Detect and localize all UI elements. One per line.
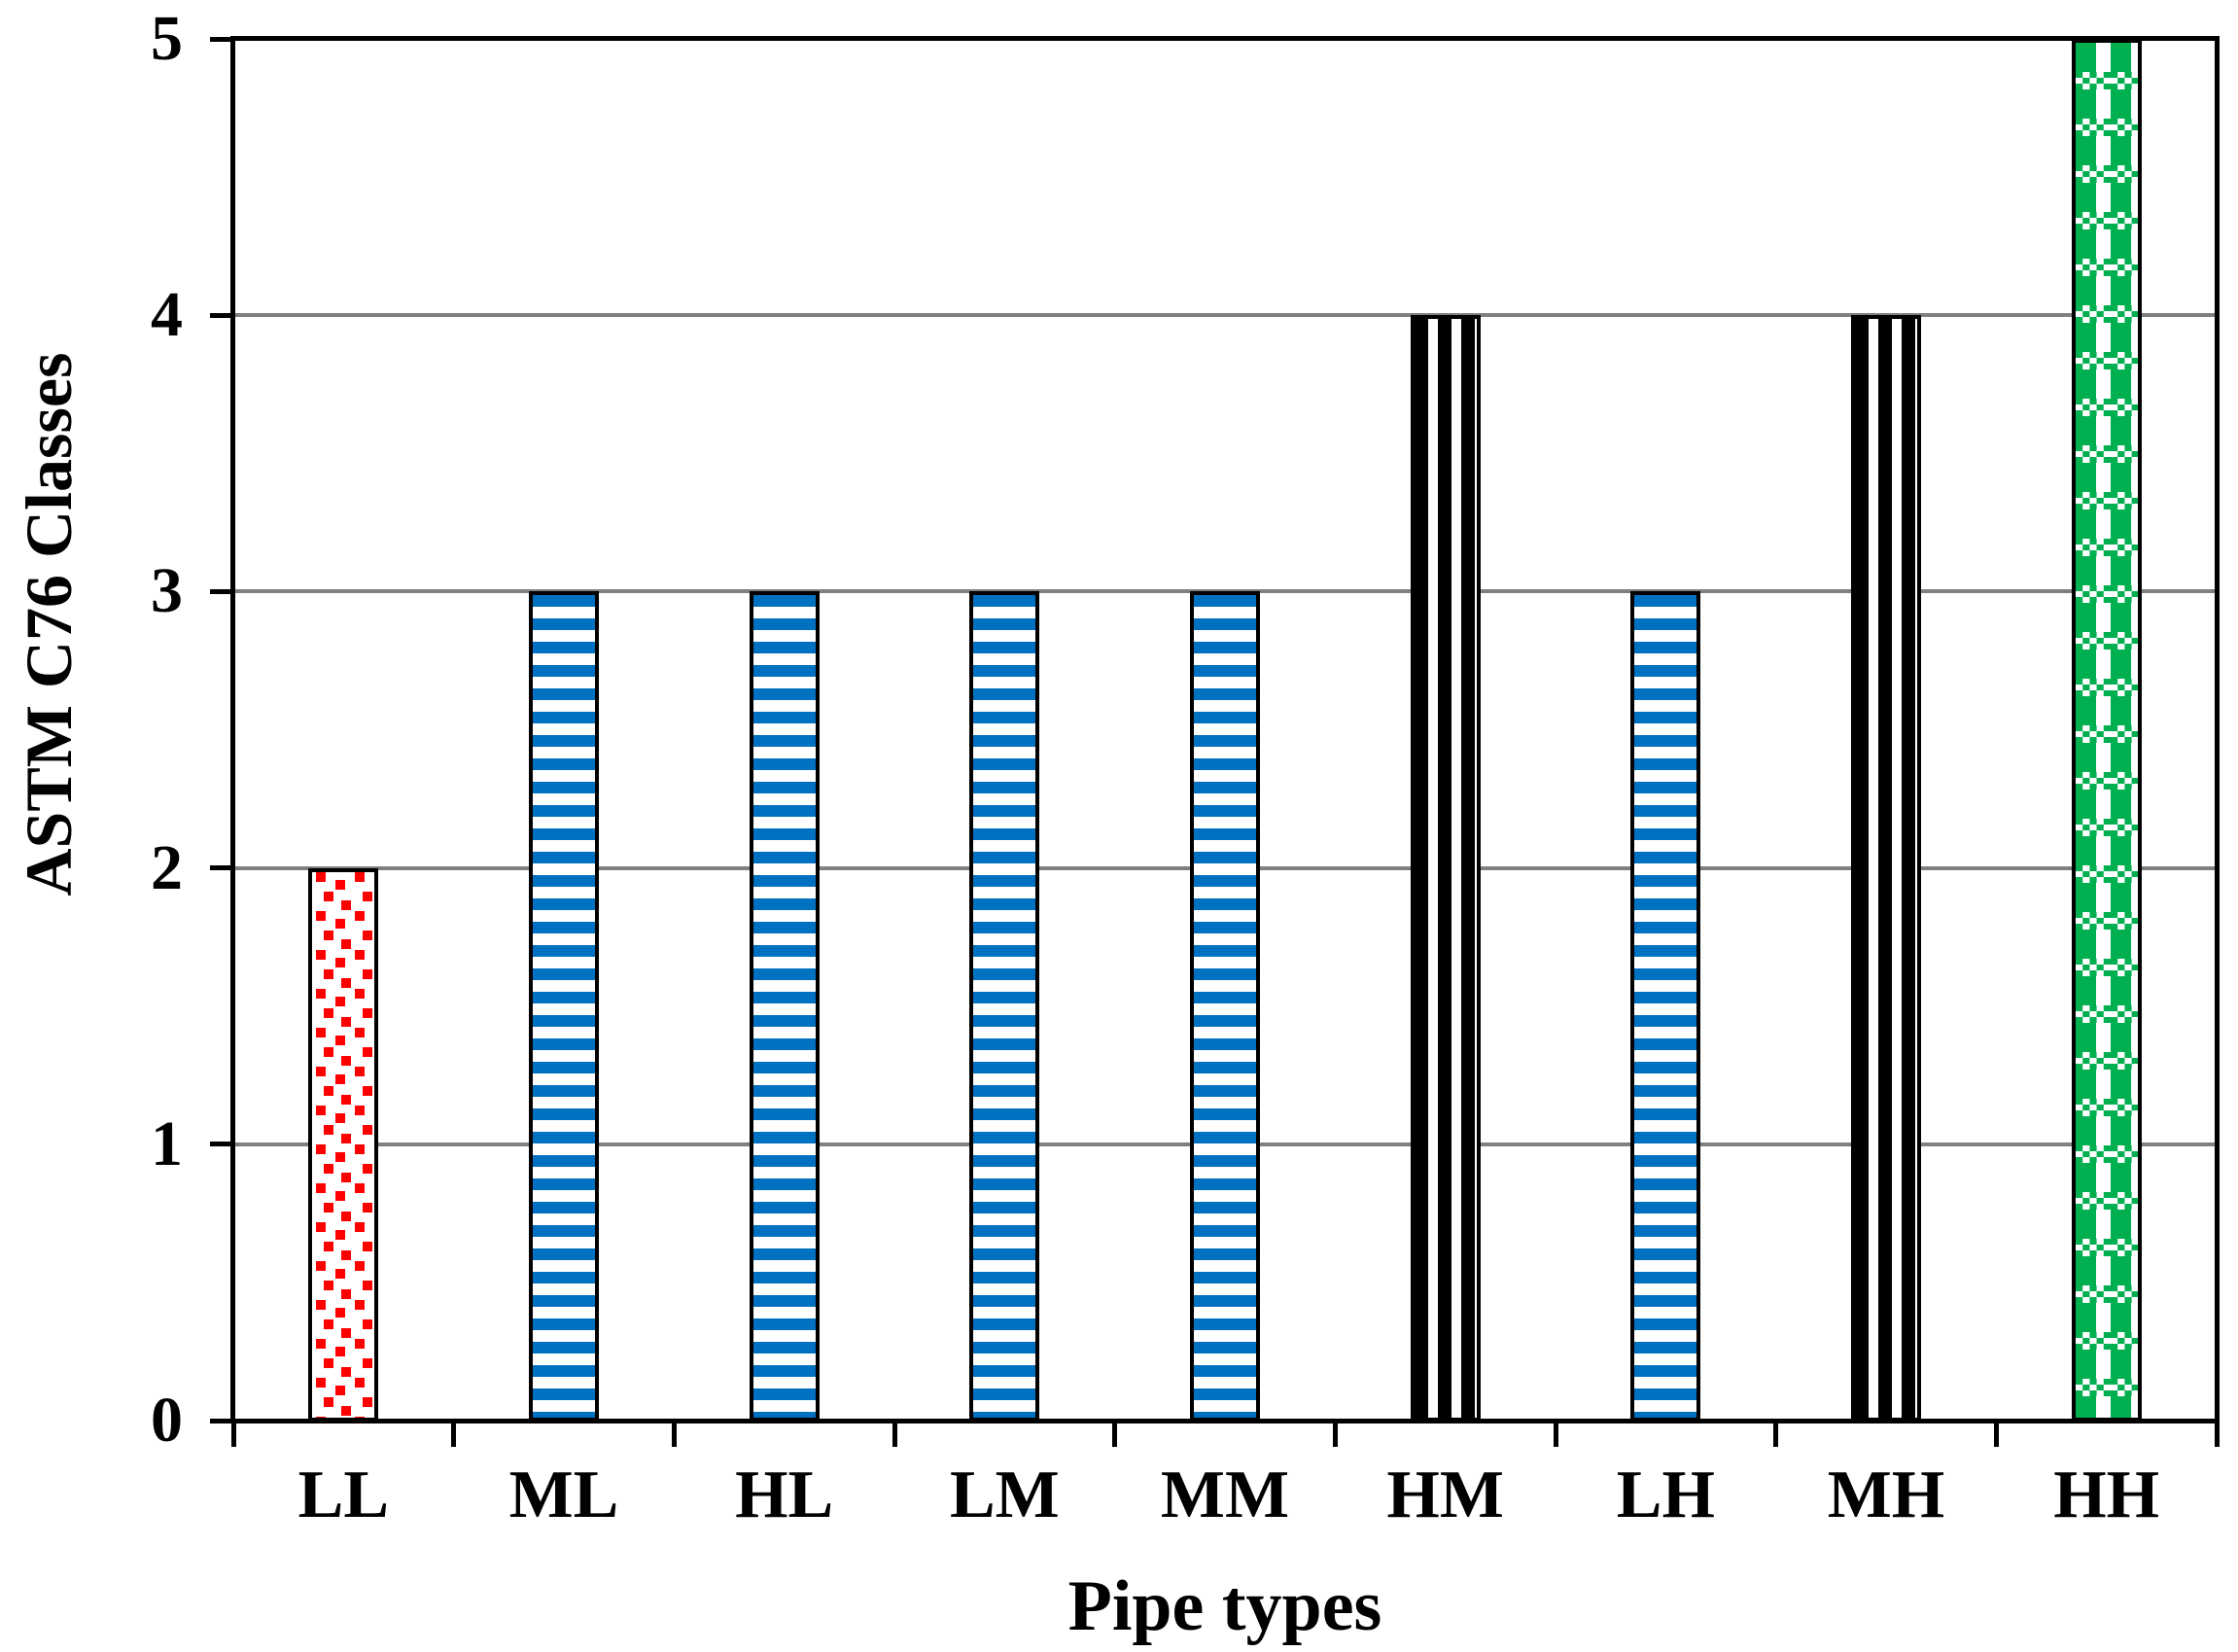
x-category-label-LM: LM [949,1458,1060,1532]
y-tick-label-1: 1 [151,1107,183,1179]
bar-LM [969,591,1039,1422]
gridline-4 [233,313,2217,318]
x-tick-boundary-1 [451,1421,457,1447]
y-tick-5 [210,36,235,42]
x-tick-boundary-8 [1993,1421,1999,1447]
x-category-label-HL: HL [735,1458,834,1532]
x-category-label-LL: LL [297,1458,390,1532]
y-tick-3 [210,588,235,594]
bar-ML [529,591,599,1422]
y-tick-4 [210,312,235,318]
bar-MH [1851,315,1921,1422]
y-tick-label-0: 0 [151,1385,183,1456]
x-tick-boundary-7 [1773,1421,1779,1447]
x-axis-title: Pipe types [1067,1566,1382,1646]
y-tick-1 [210,1142,235,1147]
x-tick-boundary-5 [1332,1421,1338,1447]
y-tick-label-4: 4 [151,279,183,351]
y-tick-label-3: 3 [151,555,183,627]
x-tick-boundary-4 [1112,1421,1118,1447]
x-tick-boundary-0 [230,1421,236,1447]
y-tick-label-2: 2 [151,831,183,903]
x-category-label-MM: MM [1160,1458,1290,1532]
y-tick-label-5: 5 [151,3,183,74]
bar-HH [2072,39,2142,1422]
x-tick-boundary-3 [892,1421,897,1447]
x-category-label-HM: HM [1386,1458,1504,1532]
y-tick-2 [210,865,235,871]
x-tick-boundary-9 [2214,1421,2220,1447]
bar-LL [308,868,378,1422]
x-category-label-HH: HH [2053,1458,2160,1532]
bar-MM [1190,591,1260,1422]
y-tick-0 [210,1418,235,1424]
bar-HL [750,591,820,1422]
x-category-label-MH: MH [1827,1458,1945,1532]
bar-LH [1630,591,1700,1422]
x-category-label-ML: ML [508,1458,619,1532]
bar-HM [1411,315,1481,1422]
x-category-label-LH: LH [1616,1458,1715,1532]
x-tick-boundary-2 [671,1421,677,1447]
x-tick-boundary-6 [1553,1421,1558,1447]
